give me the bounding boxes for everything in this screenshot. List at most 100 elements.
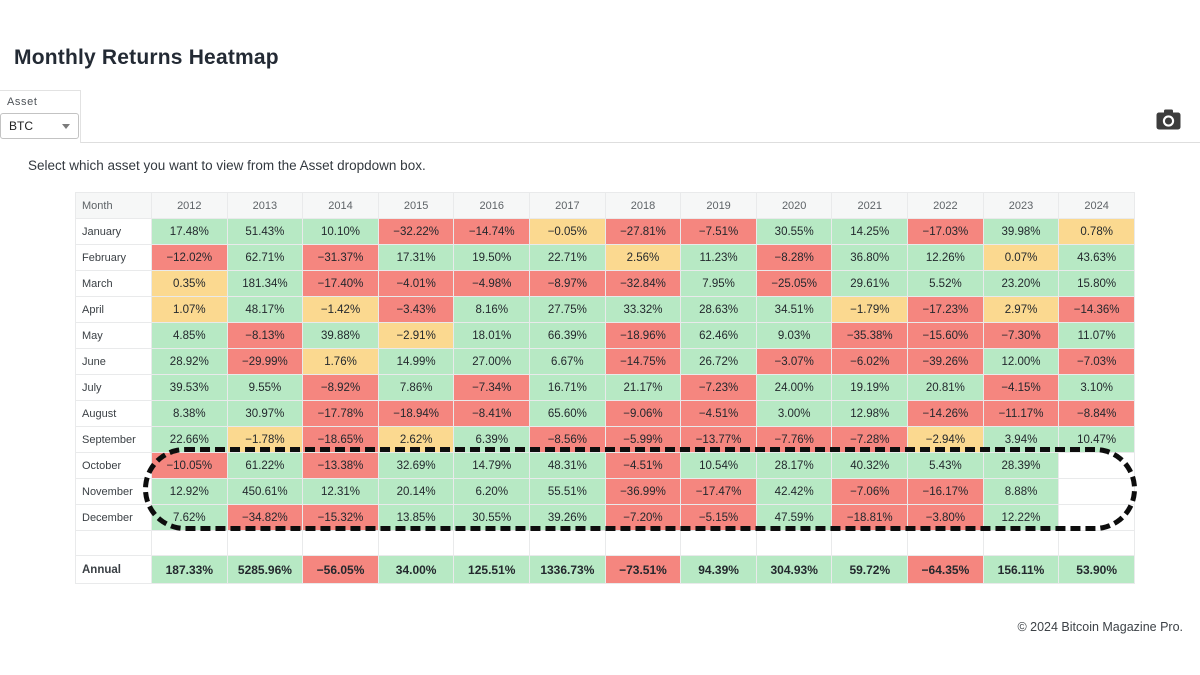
heatmap-cell: −17.47% (680, 478, 757, 505)
heatmap-cell: −3.43% (377, 296, 455, 323)
heatmap-cell: 18.01% (453, 322, 531, 349)
heatmap-cell: 19.19% (831, 374, 909, 401)
year-header: 2023 (982, 192, 1060, 219)
heatmap-cell: 23.20% (982, 270, 1060, 297)
heatmap-cell: 12.31% (302, 478, 379, 505)
heatmap-cell: 2.97% (982, 296, 1060, 323)
heatmap-cell: 48.31% (529, 452, 606, 479)
heatmap-cell: −7.34% (453, 374, 531, 401)
month-column-header: Month (75, 192, 152, 219)
heatmap-cell: 156.11% (982, 555, 1060, 584)
table-row: August 8.38% 30.97% −17.78% −18.94% −8.41% 65.… (75, 400, 1135, 427)
heatmap-cell: 15.80% (1058, 270, 1135, 297)
heatmap-cell: 0.35% (151, 270, 228, 297)
heatmap-cell: 1.07% (151, 296, 228, 323)
heatmap-cell: −64.35% (907, 555, 984, 584)
year-header: 2019 (680, 192, 757, 219)
heatmap-cell: −7.06% (831, 478, 909, 505)
heatmap-cell: 2.62% (377, 426, 455, 453)
heatmap-cell: 28.92% (151, 348, 228, 375)
table-row: March 0.35% 181.34% −17.40% −4.01% −4.98% −8.9… (75, 270, 1135, 297)
empty-cell (453, 530, 531, 556)
spacer-row (75, 530, 1135, 556)
heatmap-cell: 3.94% (982, 426, 1060, 453)
heatmap-cell: −32.22% (377, 218, 455, 245)
heatmap-cell: 8.88% (982, 478, 1060, 505)
toolbar: Asset BTC (0, 90, 1200, 143)
heatmap-cell: 39.26% (529, 504, 606, 531)
heatmap-cell: 6.39% (453, 426, 531, 453)
heatmap-cell: 43.63% (1058, 244, 1135, 271)
heatmap-cell: 10.10% (302, 218, 379, 245)
asset-panel: Asset BTC (0, 90, 81, 143)
heatmap-cell: 28.63% (680, 296, 757, 323)
table-row: February −12.02% 62.71% −31.37% 17.31% 19.50%… (75, 244, 1135, 271)
heatmap-cell: 28.39% (982, 452, 1060, 479)
heatmap-cell: −8.84% (1058, 400, 1135, 427)
heatmap-cell: 59.72% (831, 555, 909, 584)
heatmap-cell: 9.55% (226, 374, 304, 401)
heatmap-cell: 14.25% (831, 218, 909, 245)
empty-cell (604, 530, 682, 556)
heatmap-cell: −18.65% (302, 426, 379, 453)
month-label: July (75, 374, 152, 401)
heatmap-cell: 8.16% (453, 296, 531, 323)
heatmap-cell: −8.97% (529, 270, 606, 297)
asset-dropdown[interactable]: BTC (0, 113, 79, 139)
heatmap-cell: −6.02% (831, 348, 909, 375)
heatmap-cell: −39.26% (907, 348, 984, 375)
month-label: May (75, 322, 152, 349)
month-label: October (75, 452, 152, 479)
heatmap-cell: 4.85% (151, 322, 228, 349)
heatmap-cell: −34.82% (226, 504, 304, 531)
heatmap-cell: 53.90% (1058, 555, 1135, 584)
heatmap-cell: 13.85% (377, 504, 455, 531)
heatmap-cell: −25.05% (755, 270, 833, 297)
heatmap-cell: −17.03% (907, 218, 984, 245)
heatmap-cell: −4.01% (377, 270, 455, 297)
month-label: September (75, 426, 152, 453)
heatmap-cell: 17.31% (377, 244, 455, 271)
year-header: 2018 (604, 192, 682, 219)
heatmap-cell: −2.94% (907, 426, 984, 453)
instruction-text: Select which asset you want to view from… (28, 158, 426, 173)
copyright-text: © 2024 Bitcoin Magazine Pro. (1017, 620, 1183, 634)
heatmap-cell: −16.17% (907, 478, 984, 505)
heatmap-cell: −7.51% (680, 218, 757, 245)
heatmap-cell: −2.91% (377, 322, 455, 349)
heatmap-cell: 61.22% (226, 452, 304, 479)
heatmap-cell: 6.20% (453, 478, 531, 505)
screenshot-button[interactable] (1155, 109, 1181, 131)
heatmap-cell: −8.92% (302, 374, 379, 401)
heatmap-cell: 125.51% (453, 555, 531, 584)
heatmap-cell: −10.05% (151, 452, 228, 479)
heatmap-cell: 5.52% (907, 270, 984, 297)
heatmap-cell: −4.51% (680, 400, 757, 427)
table-row: September 22.66% −1.78% −18.65% 2.62% 6.39% −8… (75, 426, 1135, 453)
table-row: July 39.53% 9.55% −8.92% 7.86% −7.34% 16.71% 21… (75, 374, 1135, 401)
table-row: June 28.92% −29.99% 1.76% 14.99% 27.00% 6.67% −… (75, 348, 1135, 375)
heatmap-cell: −32.84% (604, 270, 682, 297)
empty-cell (982, 530, 1060, 556)
heatmap-cell: 0.78% (1058, 218, 1135, 245)
heatmap-cell: 22.71% (529, 244, 606, 271)
heatmap-cell: −31.37% (302, 244, 379, 271)
heatmap-cell: −7.20% (604, 504, 682, 531)
heatmap-cell: 94.39% (680, 555, 757, 584)
heatmap-cell: 62.71% (226, 244, 304, 271)
heatmap-cell: −13.38% (302, 452, 379, 479)
heatmap-cell: 5.43% (907, 452, 984, 479)
heatmap-cell: −14.74% (453, 218, 531, 245)
heatmap-cell: −35.38% (831, 322, 909, 349)
heatmap-cell: −5.99% (604, 426, 682, 453)
empty-cell (831, 530, 909, 556)
heatmap-cell: 14.79% (453, 452, 531, 479)
heatmap-cell: 33.32% (604, 296, 682, 323)
heatmap-cell: −1.78% (226, 426, 304, 453)
table-row: May 4.85% −8.13% 39.88% −2.91% 18.01% 66.39% −1… (75, 322, 1135, 349)
empty-cell (302, 530, 379, 556)
heatmap-cell: 27.00% (453, 348, 531, 375)
month-label: February (75, 244, 152, 271)
heatmap-cell: −9.06% (604, 400, 682, 427)
table-row: December 7.62% −34.82% −15.32% 13.85% 30.55% 3… (75, 504, 1135, 531)
